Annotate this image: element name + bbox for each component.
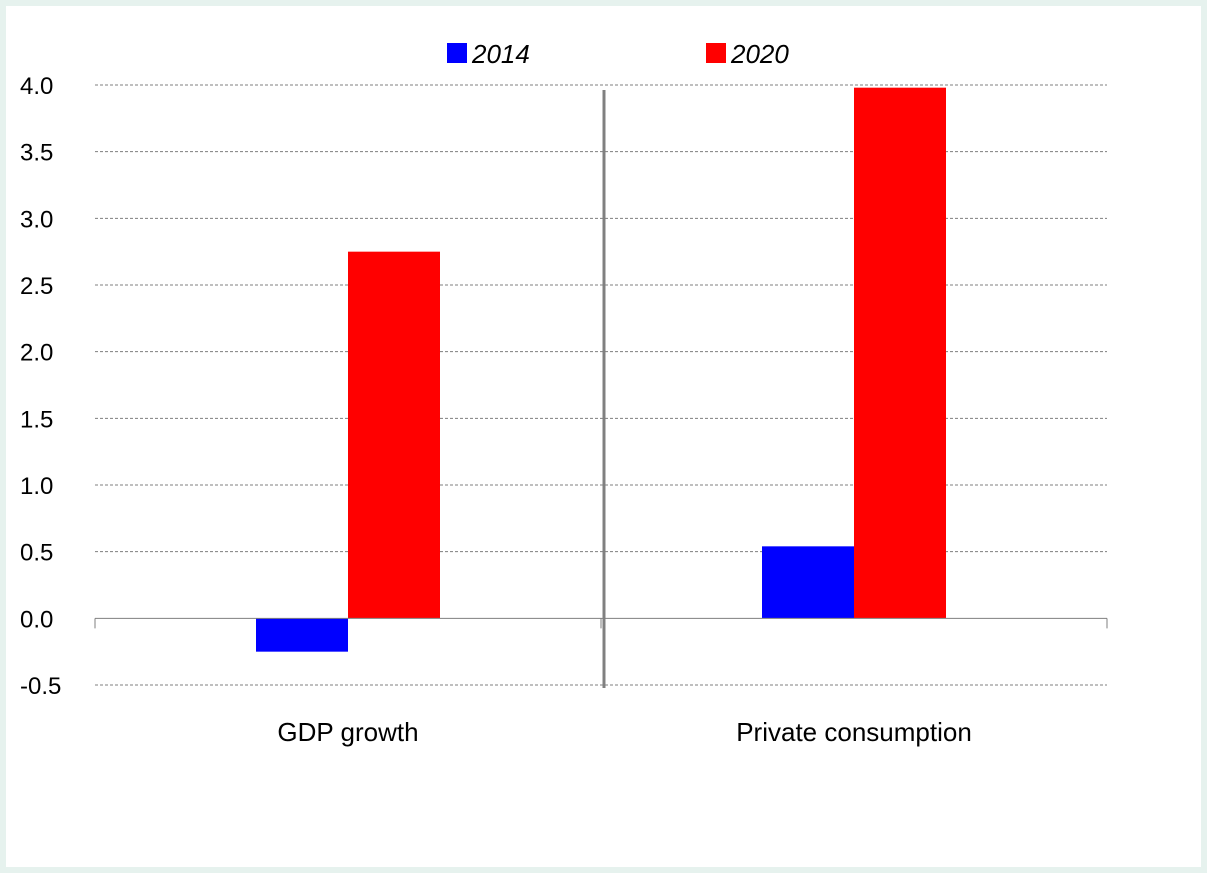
bar-2020-1 <box>854 87 946 619</box>
y-tick-label: 3.0 <box>20 206 53 233</box>
y-axis-ticks: -0.5 0.0 0.5 1.0 1.5 2.0 2.5 3.0 3.5 4.0 <box>20 73 61 700</box>
bars <box>256 87 946 652</box>
y-tick-label: 0.0 <box>20 606 53 633</box>
legend-label: 2020 <box>730 39 789 69</box>
category-label: Private consumption <box>736 717 972 747</box>
category-label: GDP growth <box>277 717 418 747</box>
legend-swatch-2014 <box>447 43 467 63</box>
bar-2014-1 <box>762 546 854 619</box>
y-tick-label: 3.5 <box>20 140 53 167</box>
bar-2014-0 <box>256 618 348 652</box>
y-tick-label: 2.5 <box>20 273 53 300</box>
y-tick-label: 4.0 <box>20 73 53 100</box>
y-tick-label: 1.0 <box>20 473 53 500</box>
category-labels: GDP growth Private consumption <box>277 717 971 747</box>
x-axis <box>94 617 1108 629</box>
legend-label: 2014 <box>471 39 530 69</box>
gridlines <box>95 84 1107 686</box>
legend-swatch-2020 <box>706 43 726 63</box>
y-tick-label: 0.5 <box>20 540 53 567</box>
y-tick-label: -0.5 <box>20 673 61 700</box>
legend: 2014 2020 <box>447 39 789 69</box>
y-tick-label: 1.5 <box>20 406 53 433</box>
bar-2020-0 <box>348 251 440 619</box>
y-tick-label: 2.0 <box>20 340 53 367</box>
